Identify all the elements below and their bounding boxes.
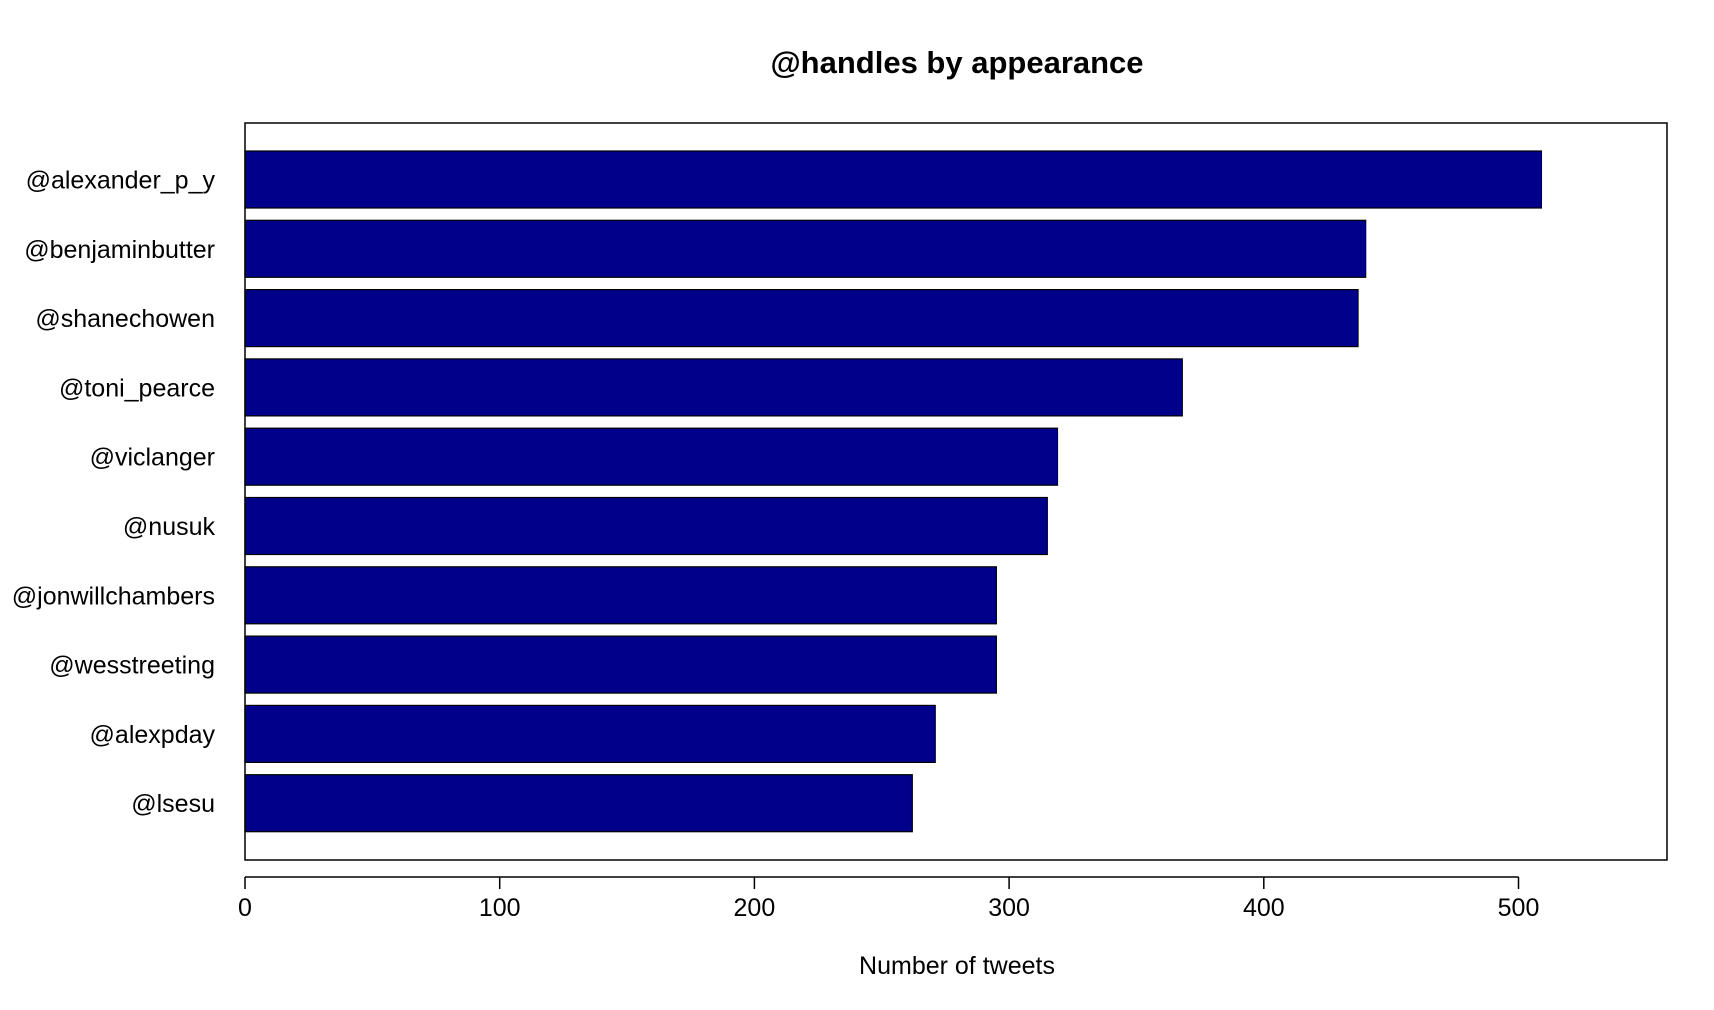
category-label: @lsesu [131, 790, 215, 818]
x-axis: 0 100 200 300 400 500 [238, 876, 1540, 922]
x-tick-label: 0 [238, 894, 252, 922]
bar [244, 289, 1359, 348]
x-tick-label: 500 [1498, 894, 1540, 922]
category-label: @shanechowen [35, 305, 215, 333]
x-axis-label: Number of tweets [859, 952, 1055, 980]
bar [244, 496, 1048, 556]
category-label: @alexpday [90, 721, 216, 749]
bar [244, 774, 913, 833]
chart-title: @handles by appearance [770, 45, 1143, 80]
category-label: @jonwillchambers [12, 582, 215, 610]
bar [244, 427, 1059, 486]
x-tick-label: 100 [479, 894, 521, 922]
bar [244, 566, 997, 625]
bar [244, 358, 1183, 417]
bars [244, 150, 1543, 833]
plot-frame [244, 122, 1668, 861]
bar [244, 635, 997, 694]
category-label: @toni_pearce [59, 374, 215, 402]
x-tick-label: 200 [734, 894, 776, 922]
category-labels: @alexander_p_y @benjaminbutter @shanechowe… [12, 167, 216, 819]
bar [244, 704, 936, 764]
x-tick-label: 400 [1243, 894, 1285, 922]
category-label: @wesstreeting [49, 652, 215, 680]
category-label: @nusuk [123, 513, 216, 541]
category-label: @benjaminbutter [24, 236, 215, 264]
bar [244, 150, 1543, 209]
category-label: @viclanger [90, 444, 215, 472]
category-label: @alexander_p_y [26, 167, 216, 195]
bar [244, 219, 1367, 278]
x-tick-label: 300 [988, 894, 1030, 922]
